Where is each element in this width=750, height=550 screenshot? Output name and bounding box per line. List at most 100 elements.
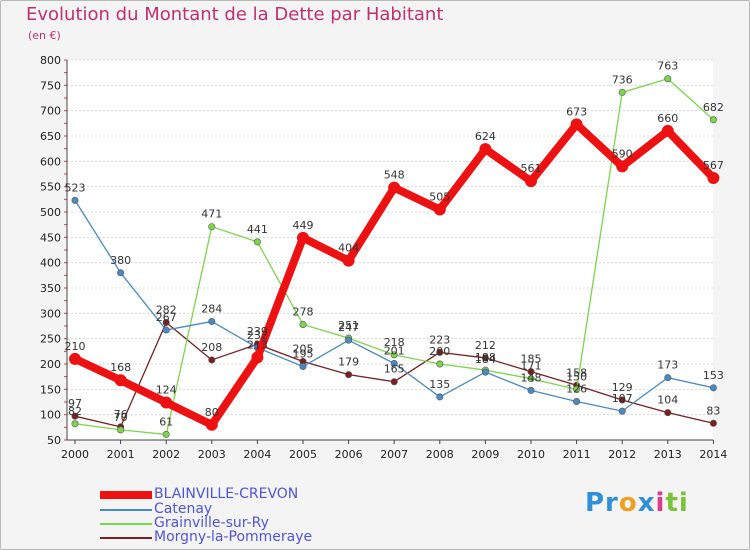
y-tick-label: 400 (40, 257, 61, 270)
data-label: 210 (65, 340, 86, 353)
data-label: 567 (703, 159, 724, 172)
data-point (297, 231, 309, 244)
data-label: 165 (384, 363, 405, 376)
y-tick-label: 350 (40, 282, 61, 295)
data-point (525, 175, 537, 188)
data-label: 80 (205, 406, 219, 419)
data-point (162, 318, 170, 326)
data-point (390, 351, 398, 359)
y-tick-label: 700 (40, 105, 61, 118)
proxiti-logo: Proxiti (585, 488, 689, 518)
data-point (661, 124, 674, 137)
data-label: 201 (384, 344, 405, 357)
data-label: 682 (703, 101, 724, 114)
data-label: 135 (429, 378, 450, 391)
data-label: 471 (201, 208, 222, 221)
x-tick-label: 2006 (335, 448, 363, 461)
data-point (479, 143, 492, 156)
y-tick-label: 450 (40, 231, 61, 244)
legend-swatch (100, 509, 152, 511)
y-tick-label: 50 (47, 434, 61, 447)
data-point (527, 386, 535, 394)
data-label: 523 (65, 181, 86, 194)
y-tick-label: 150 (40, 383, 61, 396)
axes: 50 100 150 200 250 300 350 400 450 500 550 600 650 70… (40, 54, 727, 461)
legend-label: Catenay (154, 501, 213, 517)
data-label: 763 (657, 60, 678, 73)
data-label: 173 (657, 359, 678, 372)
y-tick-label: 750 (40, 79, 61, 92)
data-label: 150 (566, 370, 587, 383)
data-label: 505 (429, 190, 450, 203)
data-label: 736 (612, 73, 633, 86)
series (69, 75, 720, 438)
data-label: 188 (475, 351, 496, 364)
y-tick-label: 500 (40, 206, 61, 219)
data-label: 126 (566, 382, 587, 395)
data-label: 76 (114, 408, 128, 421)
data-label: 213 (247, 338, 268, 351)
x-tick-label: 2004 (243, 448, 271, 461)
chart-unit: (en €) (28, 29, 61, 42)
x-tick-label: 2011 (563, 448, 591, 461)
legend-swatch (100, 491, 152, 499)
data-label: 449 (293, 219, 314, 232)
data-label: 441 (247, 223, 268, 236)
data-point (664, 374, 672, 382)
data-label: 179 (338, 356, 359, 369)
data-point (345, 371, 353, 379)
data-point (618, 407, 626, 415)
data-label: 158 (566, 366, 587, 379)
x-tick-label: 2001 (107, 448, 135, 461)
data-point (618, 88, 626, 96)
y-tick-label: 300 (40, 307, 61, 320)
data-label: 83 (706, 404, 720, 417)
y-tick-label: 550 (40, 181, 61, 194)
data-label: 148 (521, 371, 542, 384)
y-tick-label: 250 (40, 333, 61, 346)
data-label: 97 (68, 397, 82, 410)
x-tick-label: 2009 (471, 448, 499, 461)
data-label: 129 (612, 381, 633, 394)
data-label: 232 (247, 329, 268, 342)
x-tick-label: 2005 (289, 448, 317, 461)
data-label: 251 (338, 319, 359, 332)
data-point (345, 336, 353, 344)
x-tick-label: 2003 (198, 448, 226, 461)
data-label: 107 (612, 392, 633, 405)
x-tick-label: 2008 (426, 448, 454, 461)
data-label: 61 (159, 415, 173, 428)
data-point (481, 368, 489, 376)
data-point (208, 317, 216, 325)
data-label: 185 (521, 353, 542, 366)
data-label: 124 (156, 384, 177, 397)
data-point (707, 172, 720, 185)
x-tick-label: 2012 (608, 448, 636, 461)
grid (67, 59, 713, 441)
x-tick-label: 2010 (517, 448, 545, 461)
data-label: 82 (68, 405, 82, 418)
data-point (709, 384, 717, 392)
data-label: 153 (703, 369, 724, 382)
x-tick-label: 2013 (654, 448, 682, 461)
data-label: 284 (201, 302, 222, 315)
data-point (251, 351, 264, 364)
legend-label: BLAINVILLE-CREVON (154, 486, 299, 502)
data-label: 223 (429, 333, 450, 346)
data-label: 278 (293, 305, 314, 318)
data-point (388, 181, 401, 194)
data-point (436, 393, 444, 401)
data-point (114, 374, 127, 387)
chart-title: Evolution du Montant de la Dette par Hab… (26, 4, 444, 25)
data-point (618, 396, 626, 404)
data-label: 673 (566, 105, 587, 118)
data-point (162, 430, 170, 438)
data-point (208, 223, 216, 231)
data-point (390, 359, 398, 367)
legend-label: Grainville-sur-Ry (154, 515, 269, 531)
data-point (616, 160, 629, 173)
data-point (664, 409, 672, 417)
data-point (527, 368, 535, 376)
data-point (299, 320, 307, 328)
data-point (527, 375, 535, 383)
